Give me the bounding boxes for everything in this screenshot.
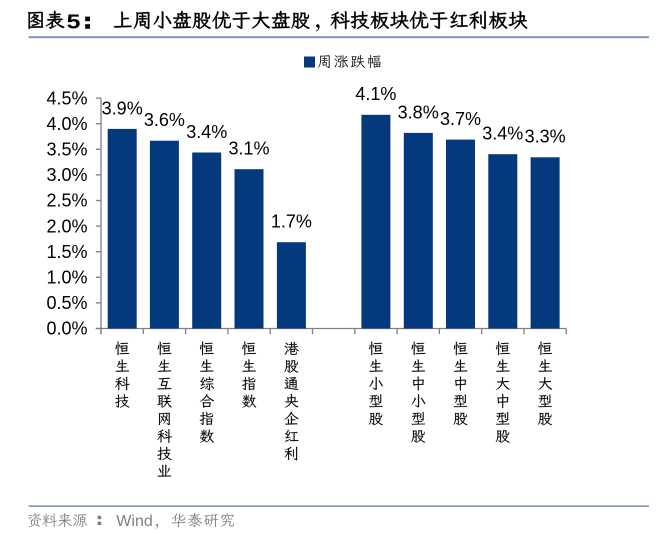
svg-text:3.5%: 3.5%: [46, 140, 87, 160]
svg-text:3.4%: 3.4%: [482, 124, 523, 144]
svg-text:0.5%: 0.5%: [46, 293, 87, 313]
svg-text:4.1%: 4.1%: [355, 84, 396, 104]
svg-text:2.0%: 2.0%: [46, 216, 87, 236]
svg-text:3.4%: 3.4%: [186, 122, 227, 142]
svg-text:3.0%: 3.0%: [46, 165, 87, 185]
svg-text:0.0%: 0.0%: [46, 319, 87, 339]
svg-text:2.5%: 2.5%: [46, 191, 87, 211]
svg-text:1.0%: 1.0%: [46, 268, 87, 288]
svg-text:Wind: Wind: [116, 513, 152, 530]
svg-text:3.9%: 3.9%: [102, 98, 143, 118]
svg-text:1.7%: 1.7%: [271, 212, 312, 232]
svg-text:3.6%: 3.6%: [144, 110, 185, 130]
svg-text:5: 5: [67, 10, 81, 34]
svg-text:1.5%: 1.5%: [46, 242, 87, 262]
svg-text:3.1%: 3.1%: [228, 139, 269, 159]
svg-text:4.5%: 4.5%: [46, 88, 87, 108]
svg-text:3.3%: 3.3%: [525, 127, 566, 147]
svg-text:3.7%: 3.7%: [440, 109, 481, 129]
svg-text:4.0%: 4.0%: [46, 114, 87, 134]
svg-text:3.8%: 3.8%: [398, 102, 439, 122]
